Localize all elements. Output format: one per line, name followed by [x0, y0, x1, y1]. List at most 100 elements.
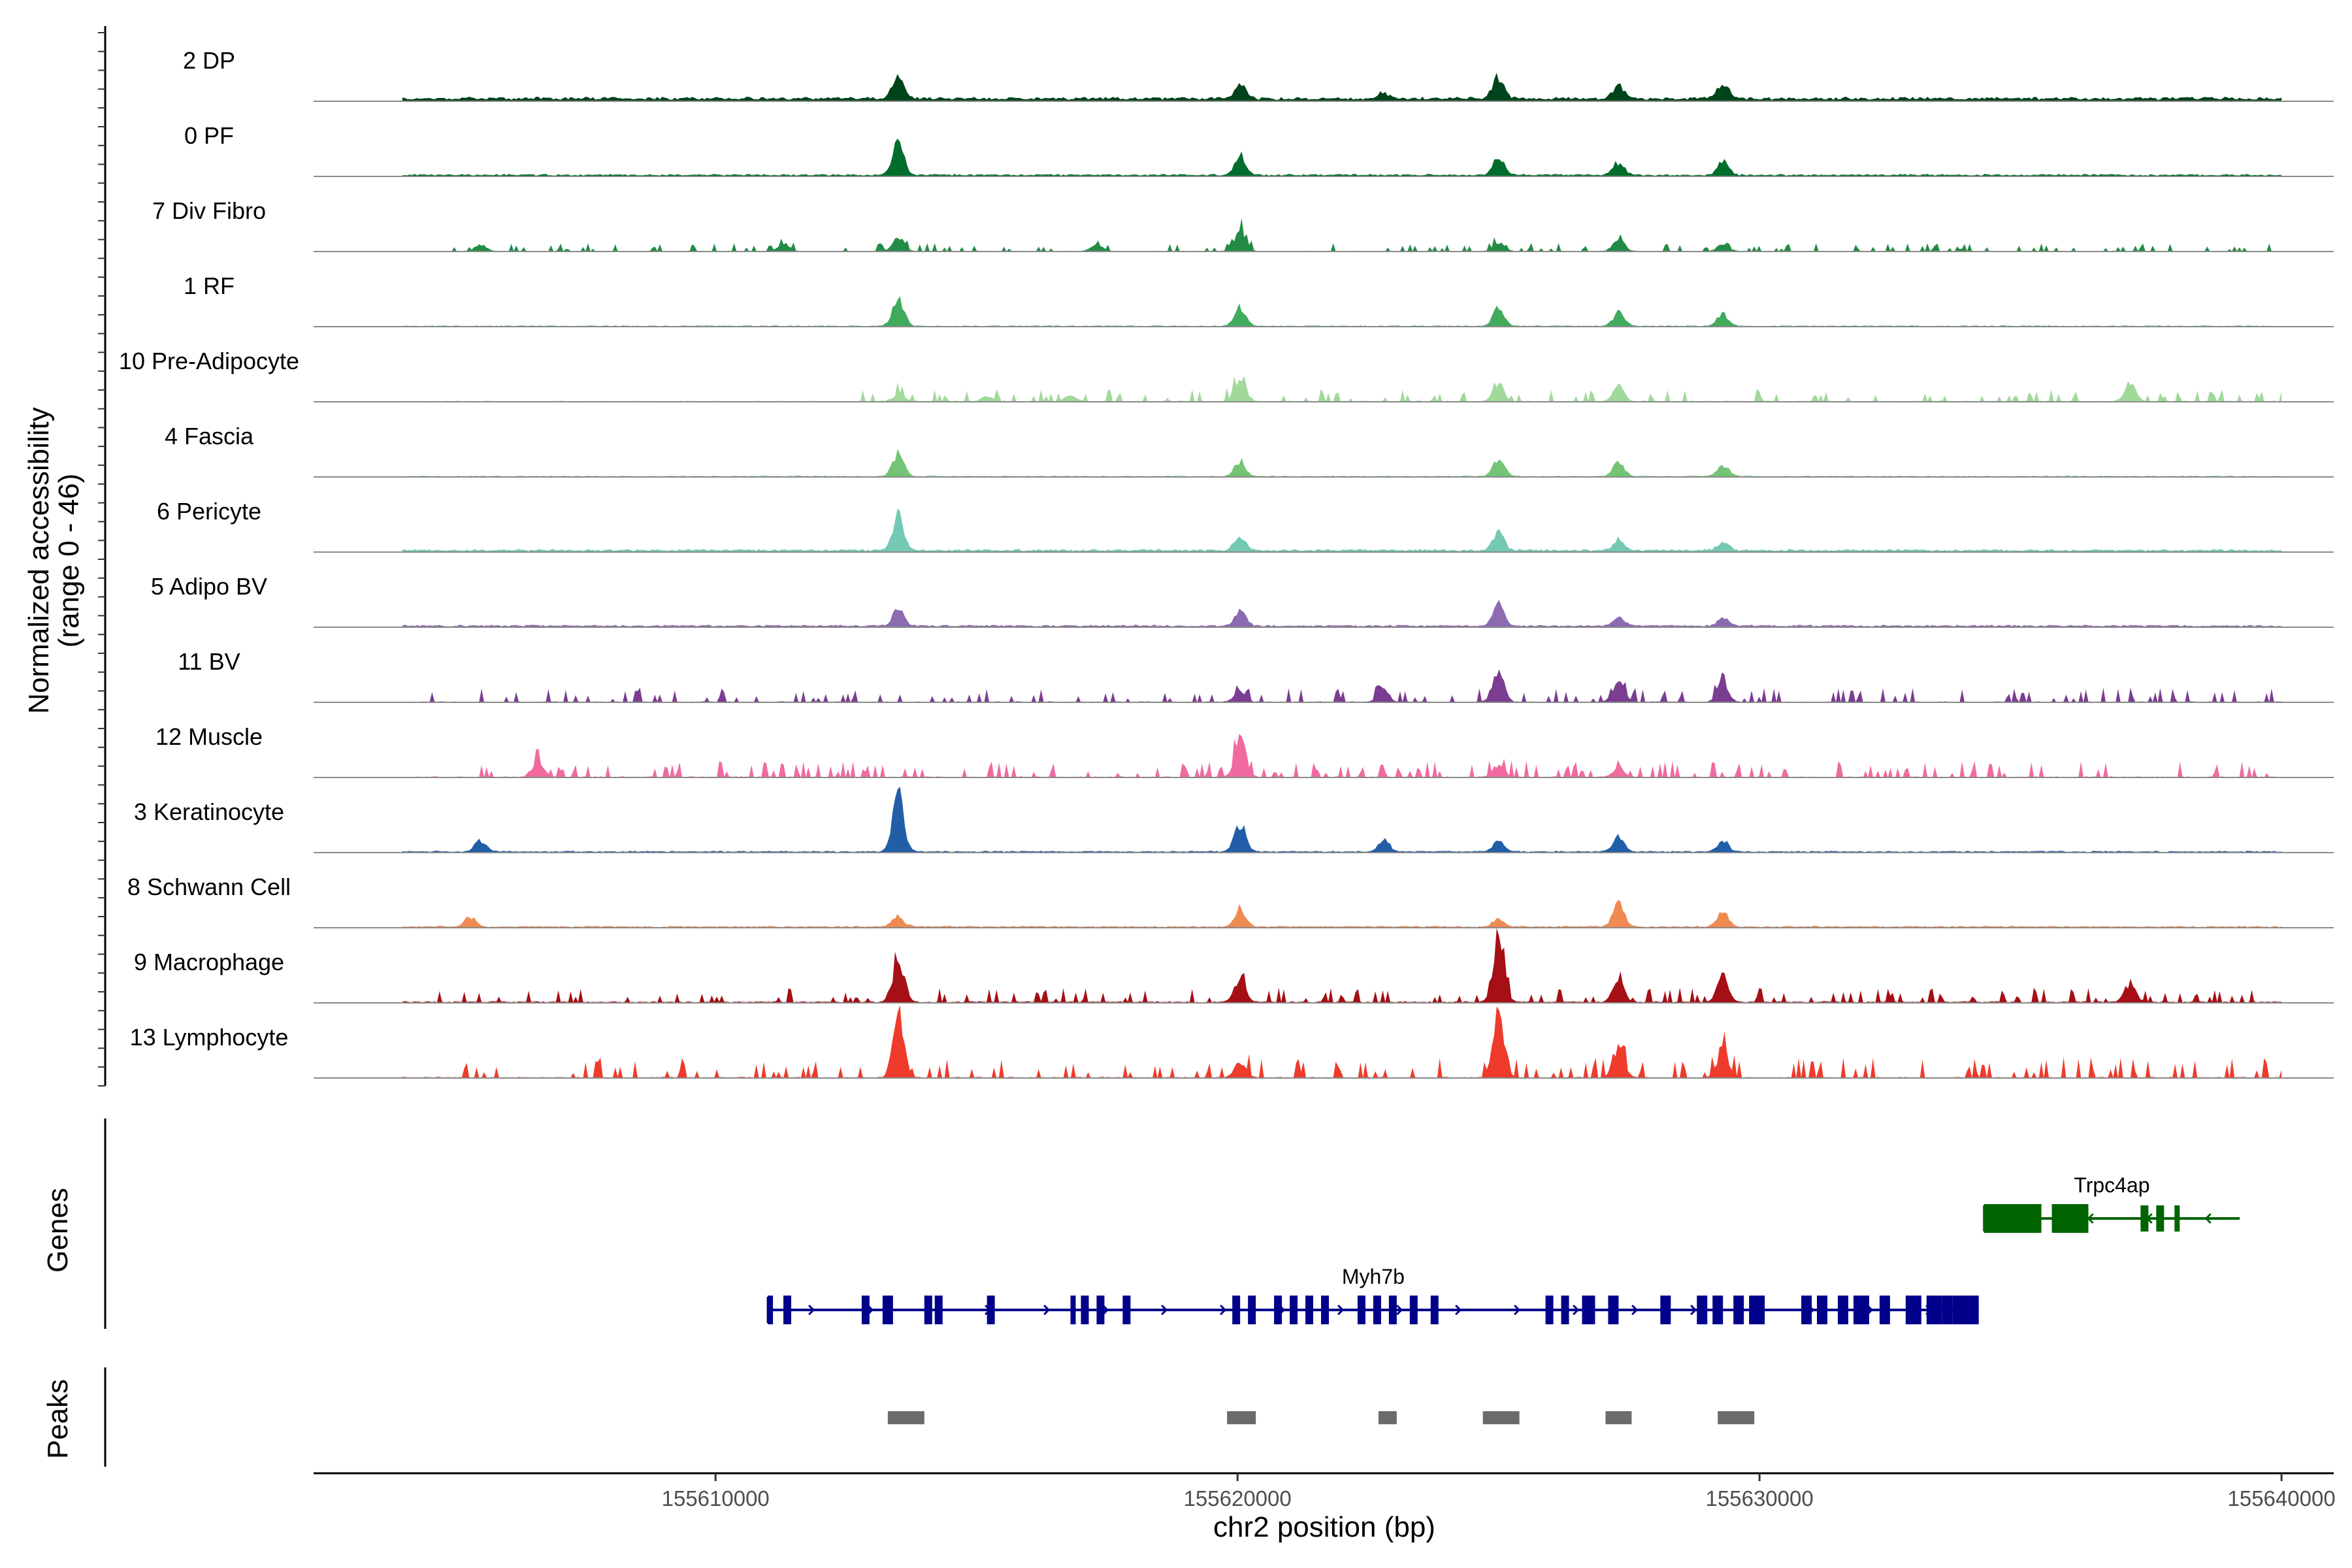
strand-arrow: [2204, 1213, 2212, 1224]
exon: [1733, 1296, 1744, 1324]
peaks-panel: [104, 1367, 1755, 1467]
track-label-10: 3 Keratinocyte: [134, 798, 284, 825]
exon: [1373, 1296, 1381, 1324]
strand-arrow: [1573, 1304, 1580, 1316]
strand-arrow: [1631, 1304, 1639, 1316]
exon: [1905, 1296, 1921, 1324]
exon: [1321, 1296, 1329, 1324]
coverage-area-9: [402, 734, 2282, 777]
track-3: 1 RF: [184, 272, 2334, 327]
exon: [861, 1296, 870, 1324]
exon: [934, 1296, 943, 1324]
genes-panel-title: Genes: [42, 1188, 74, 1273]
strand-arrow: [1161, 1304, 1168, 1316]
coverage-area-11: [402, 900, 2282, 928]
exon: [1942, 1296, 1953, 1324]
exon: [1853, 1296, 1869, 1324]
track-12: 9 Macrophage: [134, 928, 2334, 1004]
track-0: 2 DP: [183, 47, 2334, 102]
peak-region: [1378, 1411, 1397, 1424]
coverage-area-2: [402, 218, 2282, 252]
strand-arrow: [1043, 1304, 1051, 1316]
exon: [1096, 1296, 1105, 1324]
exon: [1801, 1296, 1812, 1324]
y-axis-title-line1: Normalized accessibility: [23, 407, 55, 713]
track-8: 11 BV: [178, 648, 2334, 703]
track-label-11: 8 Schwann Cell: [127, 874, 291, 900]
exon: [1357, 1296, 1365, 1324]
track-10: 3 Keratinocyte: [134, 787, 2334, 853]
exon: [1712, 1296, 1723, 1324]
x-tick-label: 155610000: [662, 1486, 770, 1511]
exon: [783, 1296, 792, 1324]
exon: [1697, 1296, 1708, 1324]
coverage-area-10: [402, 787, 2282, 853]
track-4: 10 Pre-Adipocyte: [119, 348, 2334, 402]
track-label-9: 12 Muscle: [155, 723, 263, 750]
coverage-area-3: [402, 296, 2282, 327]
exon: [1274, 1296, 1282, 1324]
exon: [1561, 1296, 1569, 1324]
strand-arrow: [808, 1304, 815, 1316]
exon: [882, 1296, 893, 1324]
exon: [1837, 1296, 1848, 1324]
exon: [1305, 1296, 1314, 1324]
strand-arrow: [1102, 1304, 1109, 1316]
y-axis-title-line2: (range 0 - 46): [53, 474, 85, 648]
track-1: 0 PF: [184, 122, 2334, 177]
track-label-0: 2 DP: [183, 47, 235, 74]
exon: [1879, 1296, 1890, 1324]
exon: [1409, 1296, 1418, 1324]
track-label-13: 13 Lymphocyte: [130, 1024, 289, 1051]
exon: [1952, 1296, 1979, 1324]
exon: [2156, 1205, 2164, 1232]
coverage-area-1: [402, 139, 2282, 176]
track-label-5: 4 Fascia: [165, 423, 254, 449]
gene-label: Trpc4ap: [2074, 1173, 2149, 1197]
track-9: 12 Muscle: [155, 723, 2334, 778]
exon: [1290, 1296, 1298, 1324]
peak-region: [1718, 1411, 1755, 1424]
y-axis: [98, 26, 106, 1086]
track-label-2: 7 Div Fibro: [152, 197, 266, 224]
peak-region: [1227, 1411, 1256, 1424]
x-tick-label: 155640000: [2228, 1486, 2336, 1511]
track-2: 7 Div Fibro: [152, 197, 2334, 252]
exon: [1660, 1296, 1671, 1324]
peaks-panel-title: Peaks: [42, 1379, 74, 1459]
gene-Trpc4ap: Trpc4ap: [1983, 1173, 2240, 1233]
exon: [1817, 1296, 1828, 1324]
strand-arrow: [2087, 1213, 2094, 1224]
coverage-area-0: [402, 73, 2282, 101]
track-label-4: 10 Pre-Adipocyte: [119, 348, 299, 374]
exon: [1430, 1296, 1439, 1324]
coverage-area-4: [402, 376, 2282, 402]
exon: [1070, 1296, 1076, 1324]
x-tick-label: 155630000: [1706, 1486, 1814, 1511]
x-axis: 155610000 155620000 155630000 155640000: [314, 1472, 2336, 1511]
strand-arrow: [1690, 1304, 1697, 1316]
track-label-8: 11 BV: [178, 648, 240, 675]
exon: [1926, 1296, 1942, 1324]
gene-label: Myh7b: [1342, 1265, 1405, 1288]
exon: [1984, 1204, 2042, 1233]
exon: [1749, 1296, 1765, 1324]
coverage-tracks: 2 DP 0 PF 7 Div Fibro 1 RF 10 Pre-Adipocyte 4…: [98, 26, 2334, 1086]
exon: [2051, 1204, 2089, 1233]
track-7: 5 Adipo BV: [151, 573, 2334, 628]
track-13: 13 Lymphocyte: [130, 1005, 2334, 1079]
track-6: 6 Pericyte: [157, 498, 2334, 553]
exon: [1608, 1296, 1619, 1324]
peak-region: [1482, 1411, 1520, 1424]
exon: [1122, 1296, 1131, 1324]
exon: [2140, 1205, 2149, 1232]
exon: [768, 1296, 774, 1324]
exon: [924, 1296, 932, 1324]
coverage-area-6: [402, 508, 2282, 552]
track-label-1: 0 PF: [184, 122, 234, 149]
coverage-area-13: [402, 1005, 2282, 1078]
strand-arrow: [1220, 1304, 1227, 1316]
strand-arrow: [1455, 1304, 1462, 1316]
exon: [1582, 1296, 1595, 1324]
exon: [1248, 1296, 1256, 1324]
